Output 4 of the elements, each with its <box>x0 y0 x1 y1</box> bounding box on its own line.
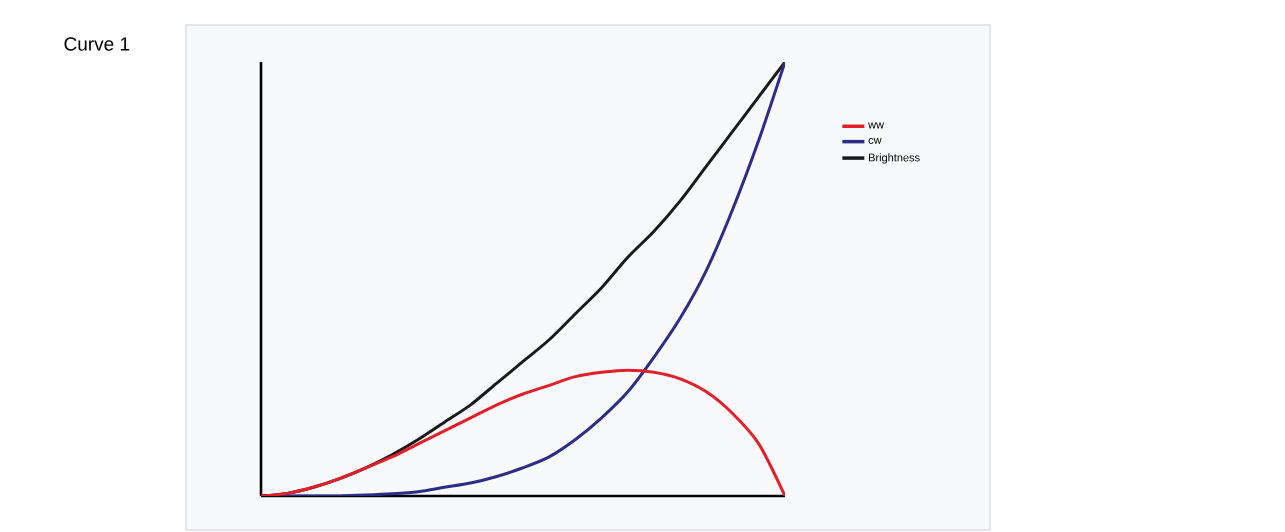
legend-label: Brightness <box>869 153 920 164</box>
text: Curve 1 <box>64 37 130 51</box>
legend-label: cw <box>868 137 882 144</box>
legend-label: ww <box>868 122 885 129</box>
